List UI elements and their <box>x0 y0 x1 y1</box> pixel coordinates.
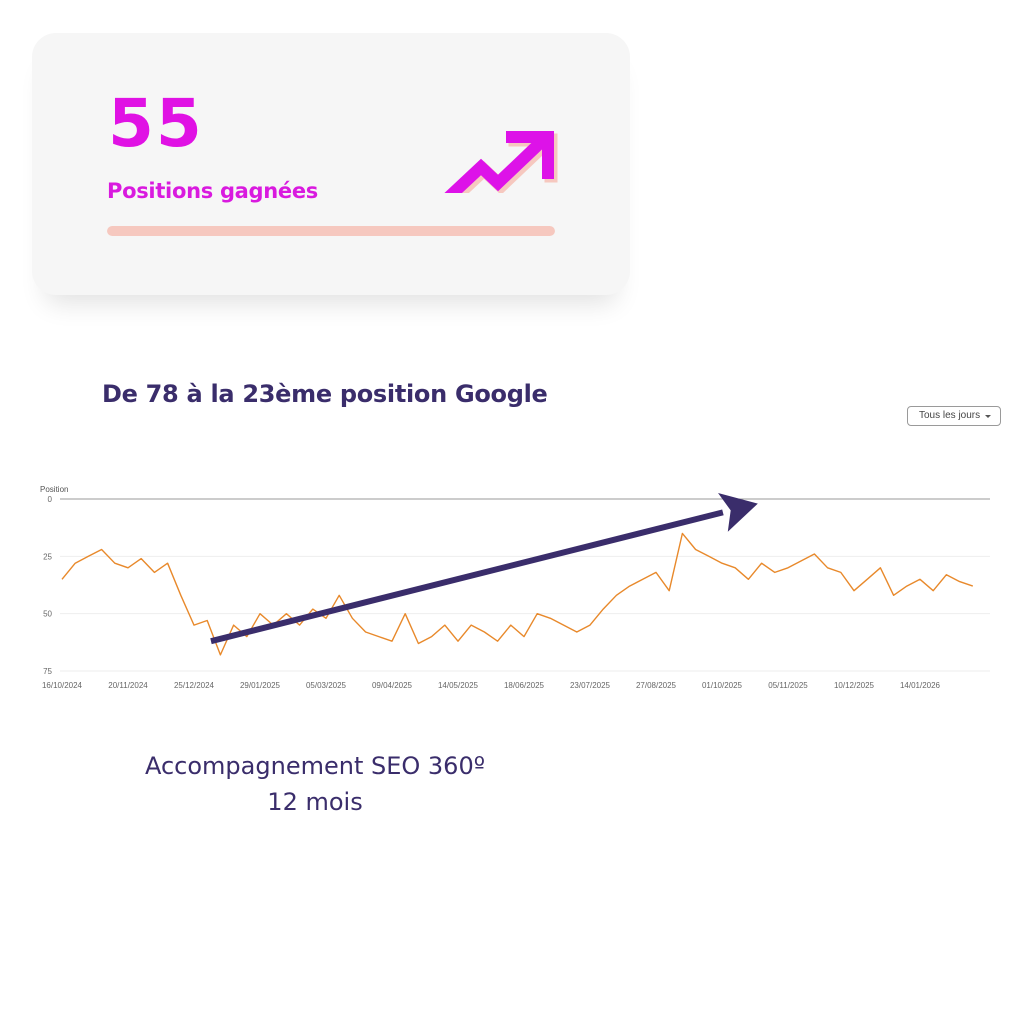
x-tick-label: 14/05/2025 <box>438 681 479 690</box>
y-tick-label: 50 <box>43 610 52 619</box>
x-tick-label: 05/03/2025 <box>306 681 347 690</box>
progress-bar <box>107 226 555 236</box>
stat-card: 55 Positions gagnées <box>32 33 630 295</box>
positions-gained-label: Positions gagnées <box>107 179 319 203</box>
y-tick-label: 75 <box>43 667 52 676</box>
x-tick-label: 14/01/2026 <box>900 681 941 690</box>
footer-line-2: 12 mois <box>267 788 363 816</box>
footer-line-1: Accompagnement SEO 360º <box>144 752 486 780</box>
trending-up-icon <box>444 131 558 193</box>
x-tick-label: 18/06/2025 <box>504 681 545 690</box>
series-line <box>61 532 974 656</box>
trend-arrow-line <box>210 509 724 645</box>
x-tick-label: 01/10/2025 <box>702 681 743 690</box>
x-tick-label: 05/11/2025 <box>768 681 808 690</box>
period-dropdown[interactable]: Tous les jours <box>907 406 1001 426</box>
period-dropdown-value: Tous les jours <box>919 410 981 421</box>
x-tick-label: 27/08/2025 <box>636 681 677 690</box>
x-tick-label: 25/12/2024 <box>174 681 215 690</box>
y-axis-label: Position <box>40 485 68 494</box>
y-tick-label: 0 <box>48 495 53 504</box>
progress-bar-fill <box>107 226 555 236</box>
x-tick-label: 23/07/2025 <box>570 681 611 690</box>
x-tick-label: 10/12/2025 <box>834 681 875 690</box>
caret-down-icon <box>985 415 991 418</box>
trend-arrow-head <box>718 492 758 532</box>
x-tick-label: 16/10/2024 <box>42 681 83 690</box>
x-tick-label: 29/01/2025 <box>240 681 281 690</box>
page-heading: De 78 à la 23ème position Google <box>102 380 548 408</box>
x-tick-label: 20/11/2024 <box>108 681 148 690</box>
y-tick-label: 25 <box>43 552 52 561</box>
positions-gained-value: 55 <box>108 85 204 162</box>
x-tick-label: 09/04/2025 <box>372 681 413 690</box>
